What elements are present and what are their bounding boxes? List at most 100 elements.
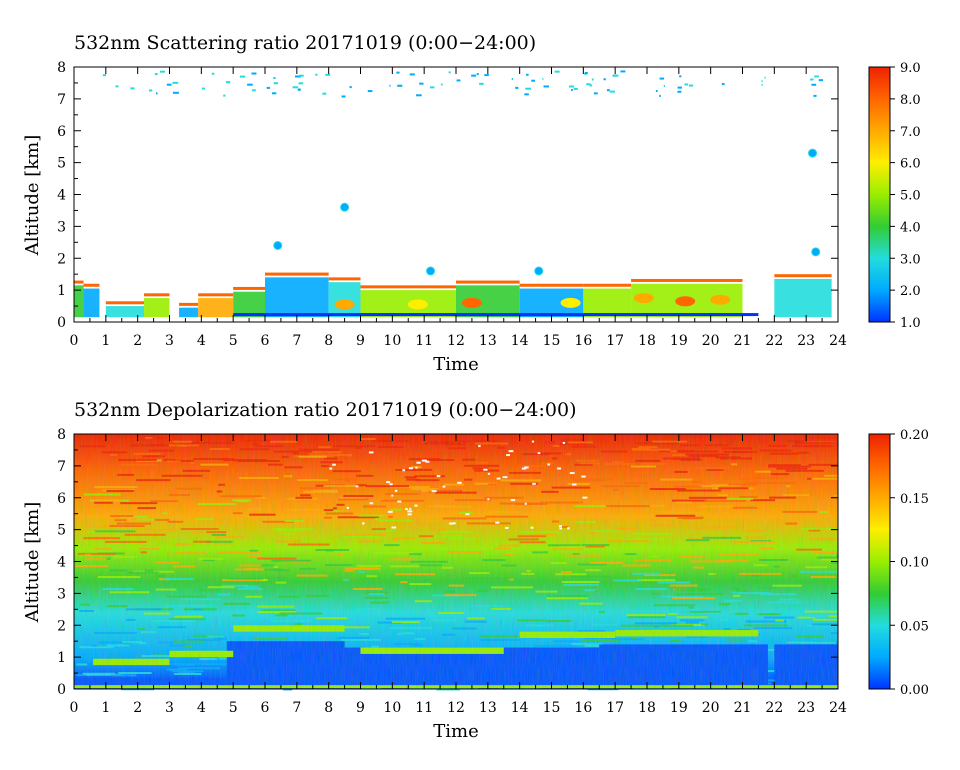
cloud-speckle <box>396 71 400 74</box>
x-tick-label: 17 <box>606 700 624 716</box>
cloud-speckle <box>761 80 763 83</box>
cloud-speckle <box>341 95 346 98</box>
y-tick-label: 6 <box>57 124 66 140</box>
x-tick-label: 10 <box>383 700 401 716</box>
cloud-speckle <box>524 93 529 96</box>
x-tick-label: 16 <box>574 700 592 716</box>
x-tick-label: 18 <box>638 700 656 716</box>
isolated-cloud <box>808 148 818 158</box>
colorbar-tick-label: 0.15 <box>900 492 929 507</box>
cloud-speckle <box>818 79 824 82</box>
cloud-speckle <box>677 90 682 93</box>
cloud-speckle <box>271 92 277 95</box>
scattering-plot-area <box>74 70 832 318</box>
x-tick-label: 20 <box>702 333 720 349</box>
x-tick-label: 1 <box>101 700 110 716</box>
x-tick-label: 3 <box>165 700 174 716</box>
x-tick-label: 18 <box>638 333 656 349</box>
cloud-speckle <box>251 89 256 92</box>
colorbar-tick-label: 7.0 <box>900 125 921 140</box>
cloud-speckle <box>172 81 179 84</box>
colorbar-tick-label: 8.0 <box>900 93 921 108</box>
cloud-speckle <box>471 74 477 77</box>
cloud-speckle <box>589 84 593 87</box>
layer-top-edge <box>198 293 234 297</box>
x-tick-label: 2 <box>133 700 142 716</box>
cloud-speckle <box>620 70 626 73</box>
cloud-speckle <box>571 88 573 91</box>
colorbar-gradient <box>868 66 891 323</box>
cloud-speckle <box>679 75 682 78</box>
high-ratio-patch <box>710 294 731 305</box>
isolated-cloud <box>426 266 436 276</box>
cloud-speckle <box>292 86 299 89</box>
cloud-speckle <box>761 83 763 86</box>
high-ratio-patch <box>461 297 482 308</box>
colorbar-tick-label: 0.05 <box>900 619 929 634</box>
cloud-speckle <box>456 79 461 82</box>
cloud-speckle <box>367 90 373 93</box>
layer-top-edge <box>105 301 145 305</box>
x-tick-label: 8 <box>324 333 333 349</box>
y-tick-label: 3 <box>57 219 66 235</box>
layer-top-edge <box>179 302 199 306</box>
depolarization-colorbar: 0.00 0.05 0.10 0.15 0.20 <box>868 428 929 698</box>
cloud-speckle <box>273 82 278 85</box>
layer-top-edge <box>456 280 520 284</box>
x-tick-label: 16 <box>574 333 592 349</box>
high-ratio-patch <box>675 296 696 307</box>
x-tick-label: 2 <box>133 333 142 349</box>
cloud-speckle <box>247 83 253 86</box>
cloud-speckle <box>172 91 179 94</box>
aerosol-layer-cell <box>83 288 100 318</box>
y-tick-label: 7 <box>57 92 66 108</box>
cloud-speckle <box>543 85 549 88</box>
layer-top-edge <box>265 272 329 276</box>
layer-top-edge <box>233 286 265 290</box>
cloud-speckle <box>409 73 415 76</box>
y-tick-label: 5 <box>57 156 66 172</box>
cloud-speckle <box>349 86 352 89</box>
cloud-speckle <box>130 87 135 90</box>
cloud-speckle <box>154 73 158 76</box>
cloud-speckle <box>542 77 544 80</box>
cloud-speckle <box>419 82 424 85</box>
cloud-speckle <box>515 86 519 89</box>
cloud-speckle <box>102 74 106 77</box>
x-tick-label: 6 <box>261 700 270 716</box>
x-tick-label: 19 <box>670 333 688 349</box>
x-tick-label: 8 <box>324 700 333 716</box>
colorbar-tick-label: 2.0 <box>900 284 921 299</box>
x-tick-label: 6 <box>261 333 270 349</box>
cloud-speckle <box>298 82 304 85</box>
x-tick-label: 14 <box>511 333 529 349</box>
cloud-speckle <box>511 78 514 81</box>
high-ratio-patch <box>633 293 654 304</box>
cloud-speckle <box>684 83 689 86</box>
x-tick-label: 12 <box>447 700 465 716</box>
colorbar-tick-label: 9.0 <box>900 61 921 76</box>
y-tick-label: 4 <box>57 188 66 204</box>
depolarization-ratio-panel: 532nm Depolarization ratio 20171019 (0:0… <box>22 399 929 742</box>
aerosol-layer-cell <box>74 285 84 318</box>
x-tick-label: 0 <box>70 700 79 716</box>
x-tick-label: 12 <box>447 333 465 349</box>
cloud-speckle <box>148 89 153 92</box>
cloud-speckle <box>225 81 231 84</box>
y-tick-label: 0 <box>57 682 66 698</box>
x-tick-label: 11 <box>415 333 433 349</box>
cloud-speckle <box>166 83 172 86</box>
cloud-speckle <box>813 94 817 97</box>
colorbar-tick-label: 4.0 <box>900 220 921 235</box>
cloud-speckle <box>299 74 304 77</box>
y-tick-label: 8 <box>57 427 66 443</box>
high-ratio-patch <box>334 299 355 310</box>
depolarization-plot-area <box>74 434 838 691</box>
cloud-speckle <box>554 70 560 73</box>
x-tick-label: 21 <box>734 700 752 716</box>
layer-top-edge <box>631 278 743 282</box>
depolarization-x-label: Time <box>433 721 478 742</box>
y-tick-label: 1 <box>57 650 66 666</box>
aerosol-layer-cell <box>105 306 145 318</box>
